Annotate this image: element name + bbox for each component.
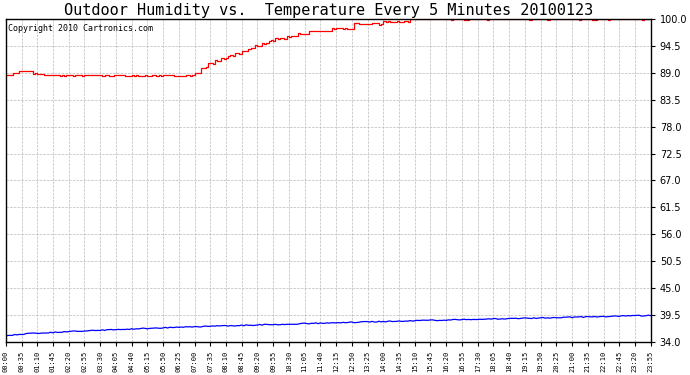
Title: Outdoor Humidity vs.  Temperature Every 5 Minutes 20100123: Outdoor Humidity vs. Temperature Every 5… [63,3,593,18]
Text: Copyright 2010 Cartronics.com: Copyright 2010 Cartronics.com [8,24,153,33]
